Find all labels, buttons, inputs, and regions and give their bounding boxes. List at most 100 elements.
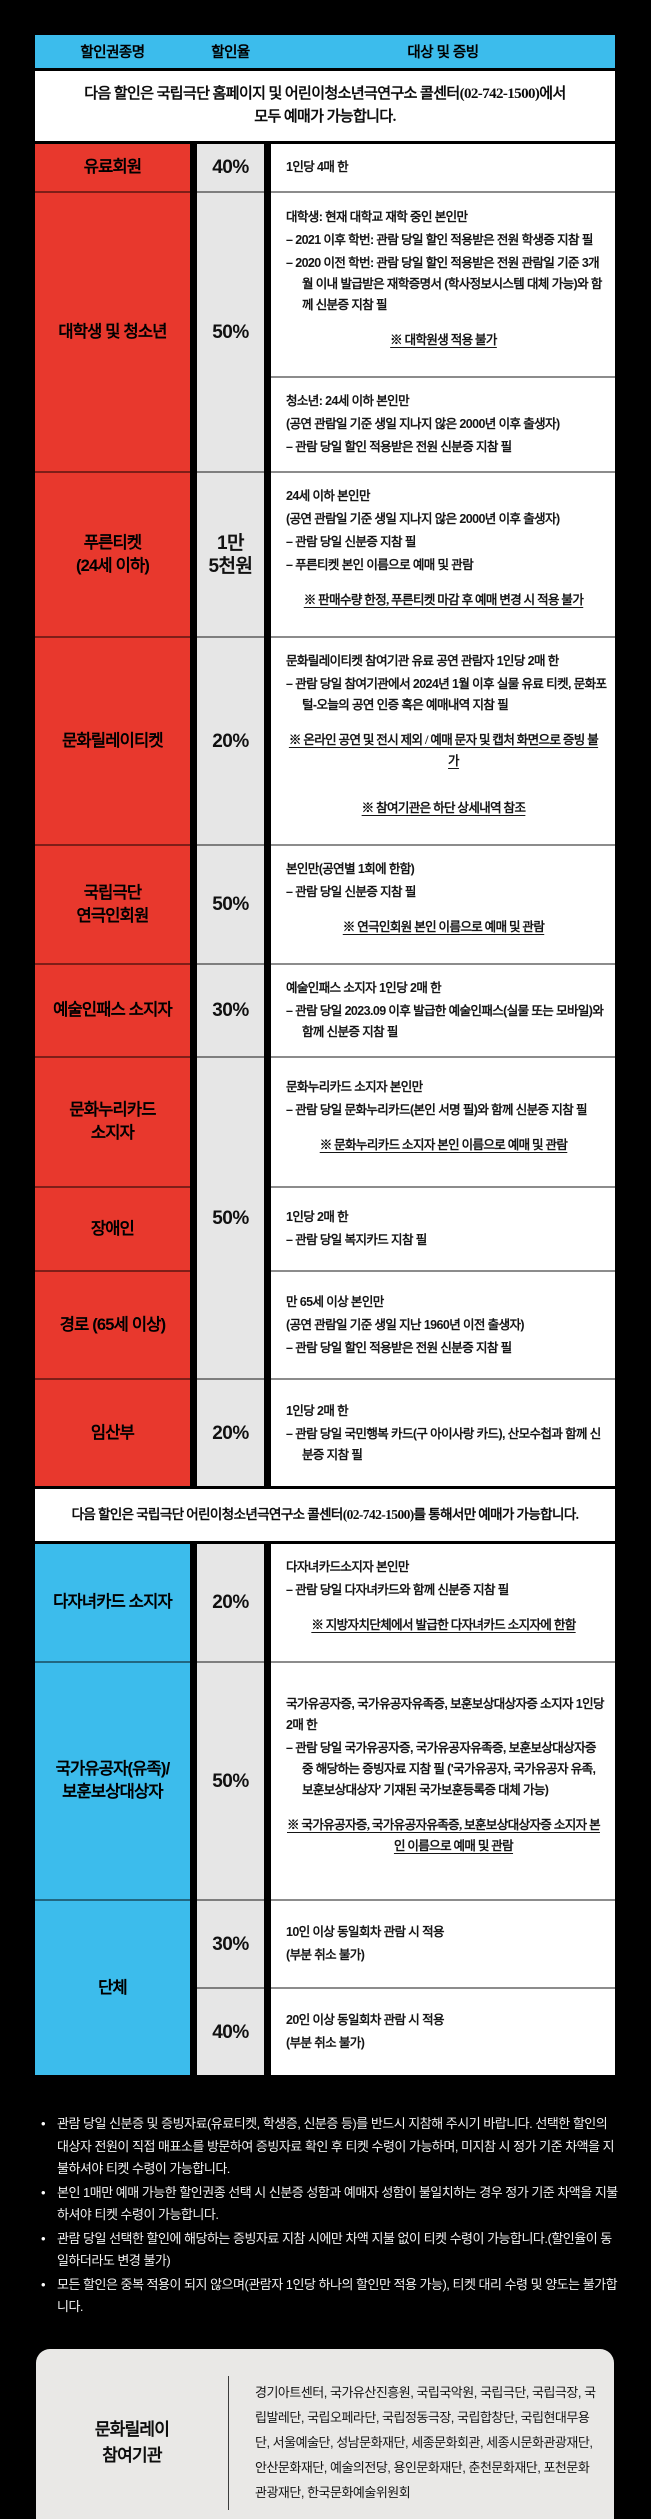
detail-line: 국가유공자증, 국가유공자유족증, 보훈보상대상자증 소지자 1인당 2매 한 [286,1696,605,1732]
detail-line: – 2021 이후 학번: 관람 당일 할인 적용받은 전원 학생증 지참 필 [286,232,593,247]
category-cell: 문화릴레이티켓 [35,636,190,844]
details-cell: 1인당 2매 한 – 관람 당일 복지카드 지참 필 [271,1186,615,1270]
category-cell: 장애인 [35,1186,190,1270]
rate-cell: 40% [197,1987,264,2075]
rate-cell: 50% [197,1661,264,1899]
detail-line: 1인당 4매 한 [286,160,349,174]
detail-line: 예술인패스 소지자 1인당 2매 한 [286,981,442,995]
detail-line: 다자녀카드소지자 본인만 [286,1560,409,1574]
detail-line: (부분 취소 불가) [286,2036,365,2050]
detail-line: – 푸른티켓 본인 이름으로 예매 및 관람 [286,558,474,572]
detail-line: ※ 온라인 공연 및 전시 제외 / 예매 문자 및 캡처 화면으로 증빙 불가 [286,718,607,784]
details-cell: 예술인패스 소지자 1인당 2매 한 – 관람 당일 2023.09 이후 발급한… [271,963,615,1056]
details-cell: 문화누리카드 소지자 본인만 – 관람 당일 문화누리카드(본인 서명 필)와 함… [271,1056,615,1186]
detail-line: 본인만(공연별 1회에 한함) [286,862,415,876]
detail-line: ※ 판매수량 한정, 푸른티켓 마감 후 예매 변경 시 적용 불가 [286,578,607,623]
detail-line: – 관람 당일 문화누리카드(본인 서명 필)와 함께 신분증 지참 필 [286,1102,588,1117]
detail-line: ※ 지방자치단체에서 발급한 다자녀카드 소지자에 한함 [286,1603,607,1648]
detail-line: 1인당 2매 한 [286,1210,349,1224]
detail-line: ※ 대학원생 적용 불가 [286,317,607,363]
details-cell: 10인 이상 동일회차 관람 시 적용 (부분 취소 불가) [271,1899,615,1987]
details-cell: 1인당 4매 한 [271,144,615,191]
detail-line: – 관람 당일 국민행복 카드(구 아이사랑 카드), 산모수첩과 함께 신분증… [286,1426,601,1462]
detail-line: 24세 이하 본인만 [286,489,370,503]
details-cell: 문화릴레이티켓 참여기관 유료 공연 관람자 1인당 2매 한 – 관람 당일 참… [271,636,615,844]
detail-line: – 관람 당일 신분증 지참 필 [286,535,416,549]
rate-cell: 20% [197,636,264,844]
category-cell: 단체 [35,1899,190,2075]
rate-cell: 50% [197,191,264,471]
detail-line: – 관람 당일 다자녀카드와 함께 신분증 지참 필 [286,1583,509,1597]
detail-line: (공연 관람일 기준 생일 지난 1960년 이전 출생자) [286,1317,525,1332]
details-cell: 국가유공자증, 국가유공자유족증, 보훈보상대상자증 소지자 1인당 2매 한 –… [271,1661,615,1899]
notice-list: 관람 당일 신분증 및 증빙자료(유료티켓, 학생증, 신분증 등)를 반드시 … [40,2113,621,2319]
detail-line: – 관람 당일 복지카드 지참 필 [286,1233,427,1247]
notice-item: 관람 당일 선택한 할인에 해당하는 증빙자료 지참 시에만 차액 지불 없이 … [40,2228,621,2273]
detail-line: 문화누리카드 소지자 본인만 [286,1079,423,1094]
details-cell: 다자녀카드소지자 본인만 – 관람 당일 다자녀카드와 함께 신분증 지참 필 ※ … [271,1544,615,1661]
category-cell: 국가유공자(유족)/ 보훈보상대상자 [35,1661,190,1899]
detail-line: 10인 이상 동일회차 관람 시 적용 [286,1925,444,1939]
detail-line: 청소년: 24세 이하 본인만 [286,394,410,408]
details-cell: 20인 이상 동일회차 관람 시 적용 (부분 취소 불가) [271,1987,615,2075]
detail-line: 1인당 2매 한 [286,1403,349,1418]
rate-cell: 50% [197,844,264,963]
category-cell: 임산부 [35,1378,190,1486]
rate-cell: 20% [197,1378,264,1486]
category-cell: 문화누리카드 소지자 [35,1056,190,1186]
detail-line: – 2020 이전 학번: 관람 당일 할인 적용받은 전원 관람일 기준 3개… [286,255,602,312]
notice-item: 모든 할인은 중복 적용이 되지 않으며(관람자 1인당 하나의 할인만 적용 … [40,2274,621,2319]
rate-cell: 40% [197,144,264,191]
details-cell: 만 65세 이상 본인만 (공연 관람일 기준 생일 지난 1960년 이전 출생… [271,1270,615,1378]
detail-line: ※ 문화누리카드 소지자 본인 이름으로 예매 및 관람 [286,1122,607,1168]
partner-card-divider [228,2375,229,2510]
detail-line: – 관람 당일 할인 적용받은 전원 신분증 지참 필 [286,1340,512,1355]
header-col-target-proof: 대상 및 증빙 [407,45,479,61]
rate-cell: 30% [197,1899,264,1987]
partner-orgs-list: 경기아트센터, 국가유산진흥원, 국립국악원, 국립극단, 국립극장, 국립발레… [255,2385,596,2500]
table-header: 할인권종명 할인율 대상 및 증빙 [35,35,615,68]
details-cell: 본인만(공연별 1회에 한함) – 관람 당일 신분증 지참 필 ※ 연극인회원 본… [271,844,615,963]
detail-line: 20인 이상 동일회차 관람 시 적용 [286,2013,444,2027]
category-cell: 예술인패스 소지자 [35,963,190,1056]
header-col-discount-type: 할인권종명 [80,45,145,61]
notice-item: 관람 당일 신분증 및 증빙자료(유료티켓, 학생증, 신분증 등)를 반드시 … [40,2113,621,2181]
category-cell: 대학생 및 청소년 [35,191,190,471]
detail-line: ※ 국가유공자증, 국가유공자유족증, 보훈보상대상자증 소지자 본인 이름으로… [286,1802,607,1869]
detail-line: (공연 관람일 기준 생일 지나지 않은 2000년 이후 출생자) [286,512,560,526]
detail-line: – 관람 당일 참여기관에서 2024년 1월 이후 실물 유료 티켓, 문화포… [286,677,607,712]
category-cell: 국립극단 연극인회원 [35,844,190,963]
booking-note-primary: 다음 할인은 국립극단 홈페이지 및 어린이청소년극연구소 콜센터(02-742… [35,71,615,141]
rate-cell: 30% [197,963,264,1056]
category-cell: 푸른티켓 (24세 이하) [35,471,190,636]
category-cell: 다자녀카드 소지자 [35,1544,190,1661]
detail-line: – 관람 당일 할인 적용받은 전원 신분증 지참 필 [286,440,512,454]
partner-organizations-card: 문화릴레이 참여기관 경기아트센터, 국가유산진흥원, 국립국악원, 국립극단,… [36,2348,614,2519]
category-cell: 경로 (65세 이상) [35,1270,190,1378]
rate-cell: 20% [197,1544,264,1661]
detail-line: ※ 참여기관은 하단 상세내역 참조 [286,786,607,831]
discount-table-callcenter-only: 다자녀카드 소지자 20% 다자녀카드소지자 본인만 – 관람 당일 다자녀카드와 함… [35,1544,615,2075]
detail-line: (공연 관람일 기준 생일 지나지 않은 2000년 이후 출생자) [286,417,560,431]
details-cell: 청소년: 24세 이하 본인만 (공연 관람일 기준 생일 지나지 않은 2000… [271,376,615,471]
booking-note-callcenter: 다음 할인은 국립극단 어린이청소년극연구소 콜센터(02-742-1500)를… [35,1489,615,1541]
detail-line: 만 65세 이상 본인만 [286,1294,384,1309]
detail-line: (부분 취소 불가) [286,1948,365,1962]
detail-line: – 관람 당일 국가유공자증, 국가유공자유족증, 보훈보상대상자증 중 해당하… [286,1740,596,1797]
header-col-discount-rate: 할인율 [211,45,250,61]
discount-table-main: 유료회원 40% 1인당 4매 한 대학생 및 청소년 50% 대학생: 현재 대학교 재… [35,144,615,1486]
notice-item: 본인 1매만 예매 가능한 할인권종 선택 시 신분증 성함과 예매자 성함이 … [40,2182,621,2227]
rate-cell: 50% [197,1056,264,1378]
detail-line: – 관람 당일 2023.09 이후 발급한 예술인패스(실물 또는 모바일)와… [286,1004,604,1039]
details-cell: 1인당 2매 한 – 관람 당일 국민행복 카드(구 아이사랑 카드), 산모수첩… [271,1378,615,1486]
detail-line: ※ 연극인회원 본인 이름으로 예매 및 관람 [286,905,607,950]
detail-line: 문화릴레이티켓 참여기관 유료 공연 관람자 1인당 2매 한 [286,654,559,668]
details-cell: 대학생: 현재 대학교 재학 중인 본인만 – 2021 이후 학번: 관람 당일… [271,191,615,376]
rate-cell: 1만 5천원 [197,471,264,636]
detail-line: 대학생: 현재 대학교 재학 중인 본인만 [286,209,468,224]
category-cell: 유료회원 [35,144,190,191]
partner-card-title: 문화릴레이 참여기관 [94,2419,170,2465]
details-cell: 24세 이하 본인만 (공연 관람일 기준 생일 지나지 않은 2000년 이후 … [271,471,615,636]
detail-line: – 관람 당일 신분증 지참 필 [286,885,416,899]
